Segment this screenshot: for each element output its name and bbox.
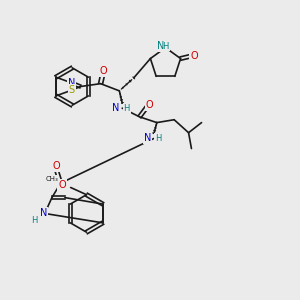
Text: N: N xyxy=(157,41,164,51)
Text: O: O xyxy=(190,51,198,61)
Text: O: O xyxy=(100,66,107,76)
Text: CH₃: CH₃ xyxy=(46,176,58,182)
Text: H: H xyxy=(123,104,130,113)
Text: O: O xyxy=(146,100,153,110)
Text: H: H xyxy=(155,134,161,143)
Text: O: O xyxy=(52,161,60,171)
Text: N: N xyxy=(68,78,75,88)
Text: N: N xyxy=(112,103,120,113)
Text: H: H xyxy=(162,42,169,51)
Text: S: S xyxy=(69,85,75,95)
Text: H: H xyxy=(32,216,38,225)
Text: N: N xyxy=(144,134,151,143)
Text: N: N xyxy=(40,208,47,218)
Text: O: O xyxy=(58,180,66,190)
